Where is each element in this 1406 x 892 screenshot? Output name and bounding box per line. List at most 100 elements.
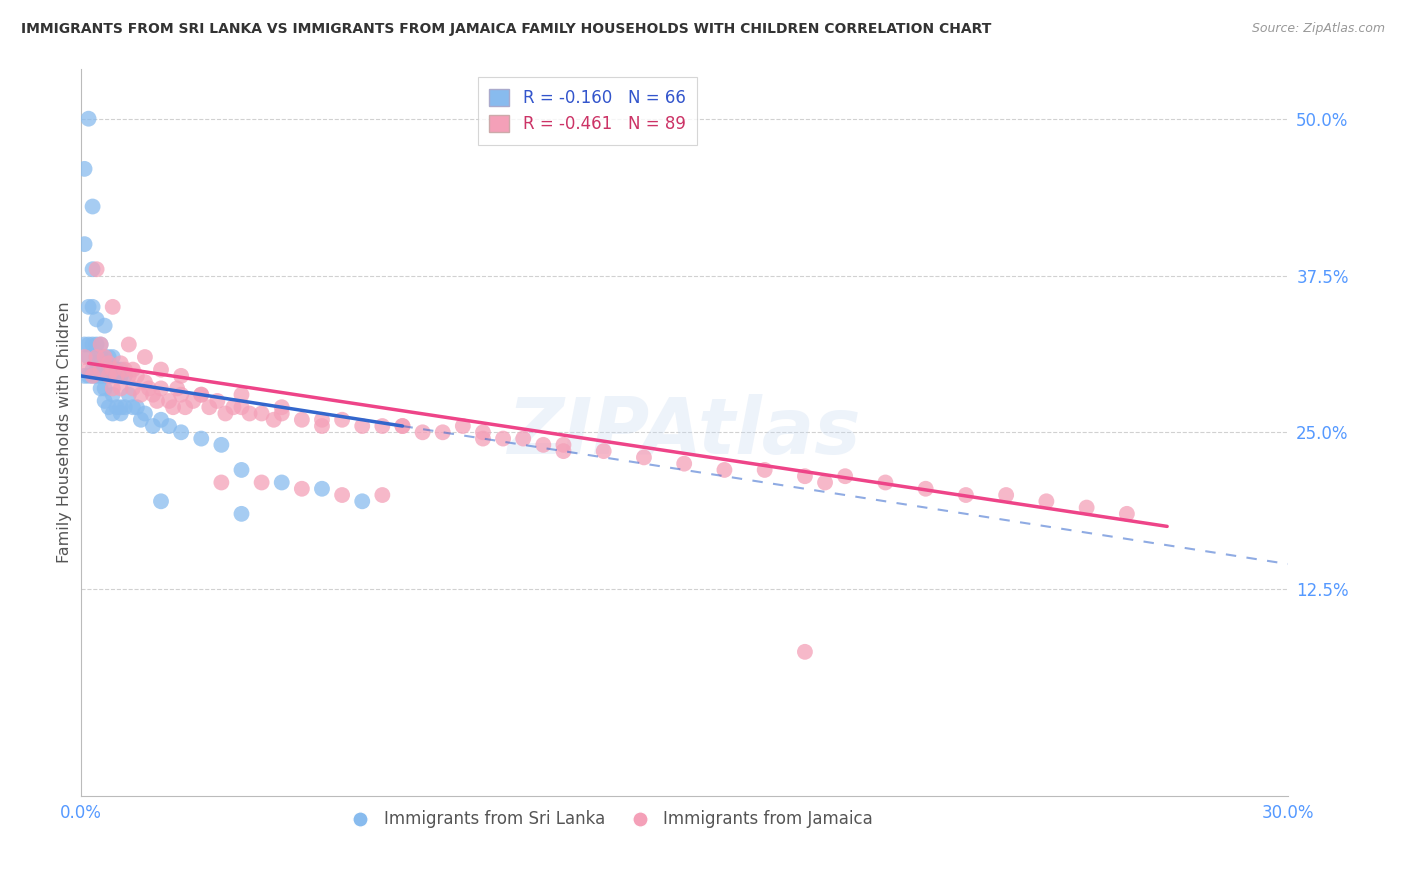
Point [270,401,292,415]
Point [352,419,374,434]
Point [77,362,100,376]
Point [121,401,143,415]
Point [93,393,115,408]
Point [97,350,120,364]
Text: Source: ZipAtlas.com: Source: ZipAtlas.com [1251,22,1385,36]
Point [170,425,193,440]
Point [82,200,104,214]
Point [114,362,136,376]
Point [311,482,333,496]
Point [86,368,108,383]
Point [311,413,333,427]
Point [86,350,108,364]
Point [1115,507,1137,521]
Point [270,407,292,421]
Point [371,488,394,502]
Point [754,463,776,477]
Point [97,362,120,376]
Point [170,387,193,401]
Point [90,350,112,364]
Point [73,161,96,176]
Point [129,413,152,427]
Point [110,381,132,395]
Point [118,337,141,351]
Point [73,350,96,364]
Point [412,425,434,440]
Point [90,362,112,376]
Point [73,237,96,252]
Point [86,350,108,364]
Point [157,393,180,408]
Point [105,368,128,383]
Point [263,413,285,427]
Point [592,444,614,458]
Point [90,362,112,376]
Point [93,381,115,395]
Point [472,432,495,446]
Point [121,381,143,395]
Point [101,362,124,376]
Point [77,337,100,351]
Point [73,368,96,383]
Point [214,407,236,421]
Point [90,368,112,383]
Point [190,387,212,401]
Point [198,401,221,415]
Point [673,457,696,471]
Point [190,387,212,401]
Point [134,375,156,389]
Point [93,368,115,383]
Point [553,444,575,458]
Point [311,419,333,434]
Point [150,413,173,427]
Point [90,381,112,395]
Point [82,262,104,277]
Point [451,419,474,434]
Point [118,387,141,401]
Point [77,350,100,364]
Point [97,401,120,415]
Point [73,337,96,351]
Point [371,419,394,434]
Point [793,645,815,659]
Point [142,419,165,434]
Point [174,401,197,415]
Point [134,407,156,421]
Point [82,300,104,314]
Text: IMMIGRANTS FROM SRI LANKA VS IMMIGRANTS FROM JAMAICA FAMILY HOUSEHOLDS WITH CHIL: IMMIGRANTS FROM SRI LANKA VS IMMIGRANTS … [21,22,991,37]
Point [150,381,173,395]
Point [914,482,936,496]
Point [512,432,534,446]
Point [86,337,108,351]
Point [101,381,124,395]
Point [391,419,413,434]
Point [90,337,112,351]
Point [633,450,655,465]
Point [713,463,735,477]
Point [110,401,132,415]
Point [291,482,314,496]
Point [1035,494,1057,508]
Point [101,368,124,383]
Point [209,438,232,452]
Point [93,318,115,333]
Point [352,494,374,508]
Point [93,350,115,364]
Point [77,368,100,383]
Point [231,401,253,415]
Point [105,368,128,383]
Point [97,356,120,370]
Point [531,438,554,452]
Point [391,419,413,434]
Point [793,469,815,483]
Point [553,438,575,452]
Point [86,312,108,326]
Point [97,368,120,383]
Point [492,432,515,446]
Point [231,387,253,401]
Point [110,362,132,376]
Point [93,350,115,364]
Point [875,475,897,490]
Point [125,401,148,415]
Point [101,407,124,421]
